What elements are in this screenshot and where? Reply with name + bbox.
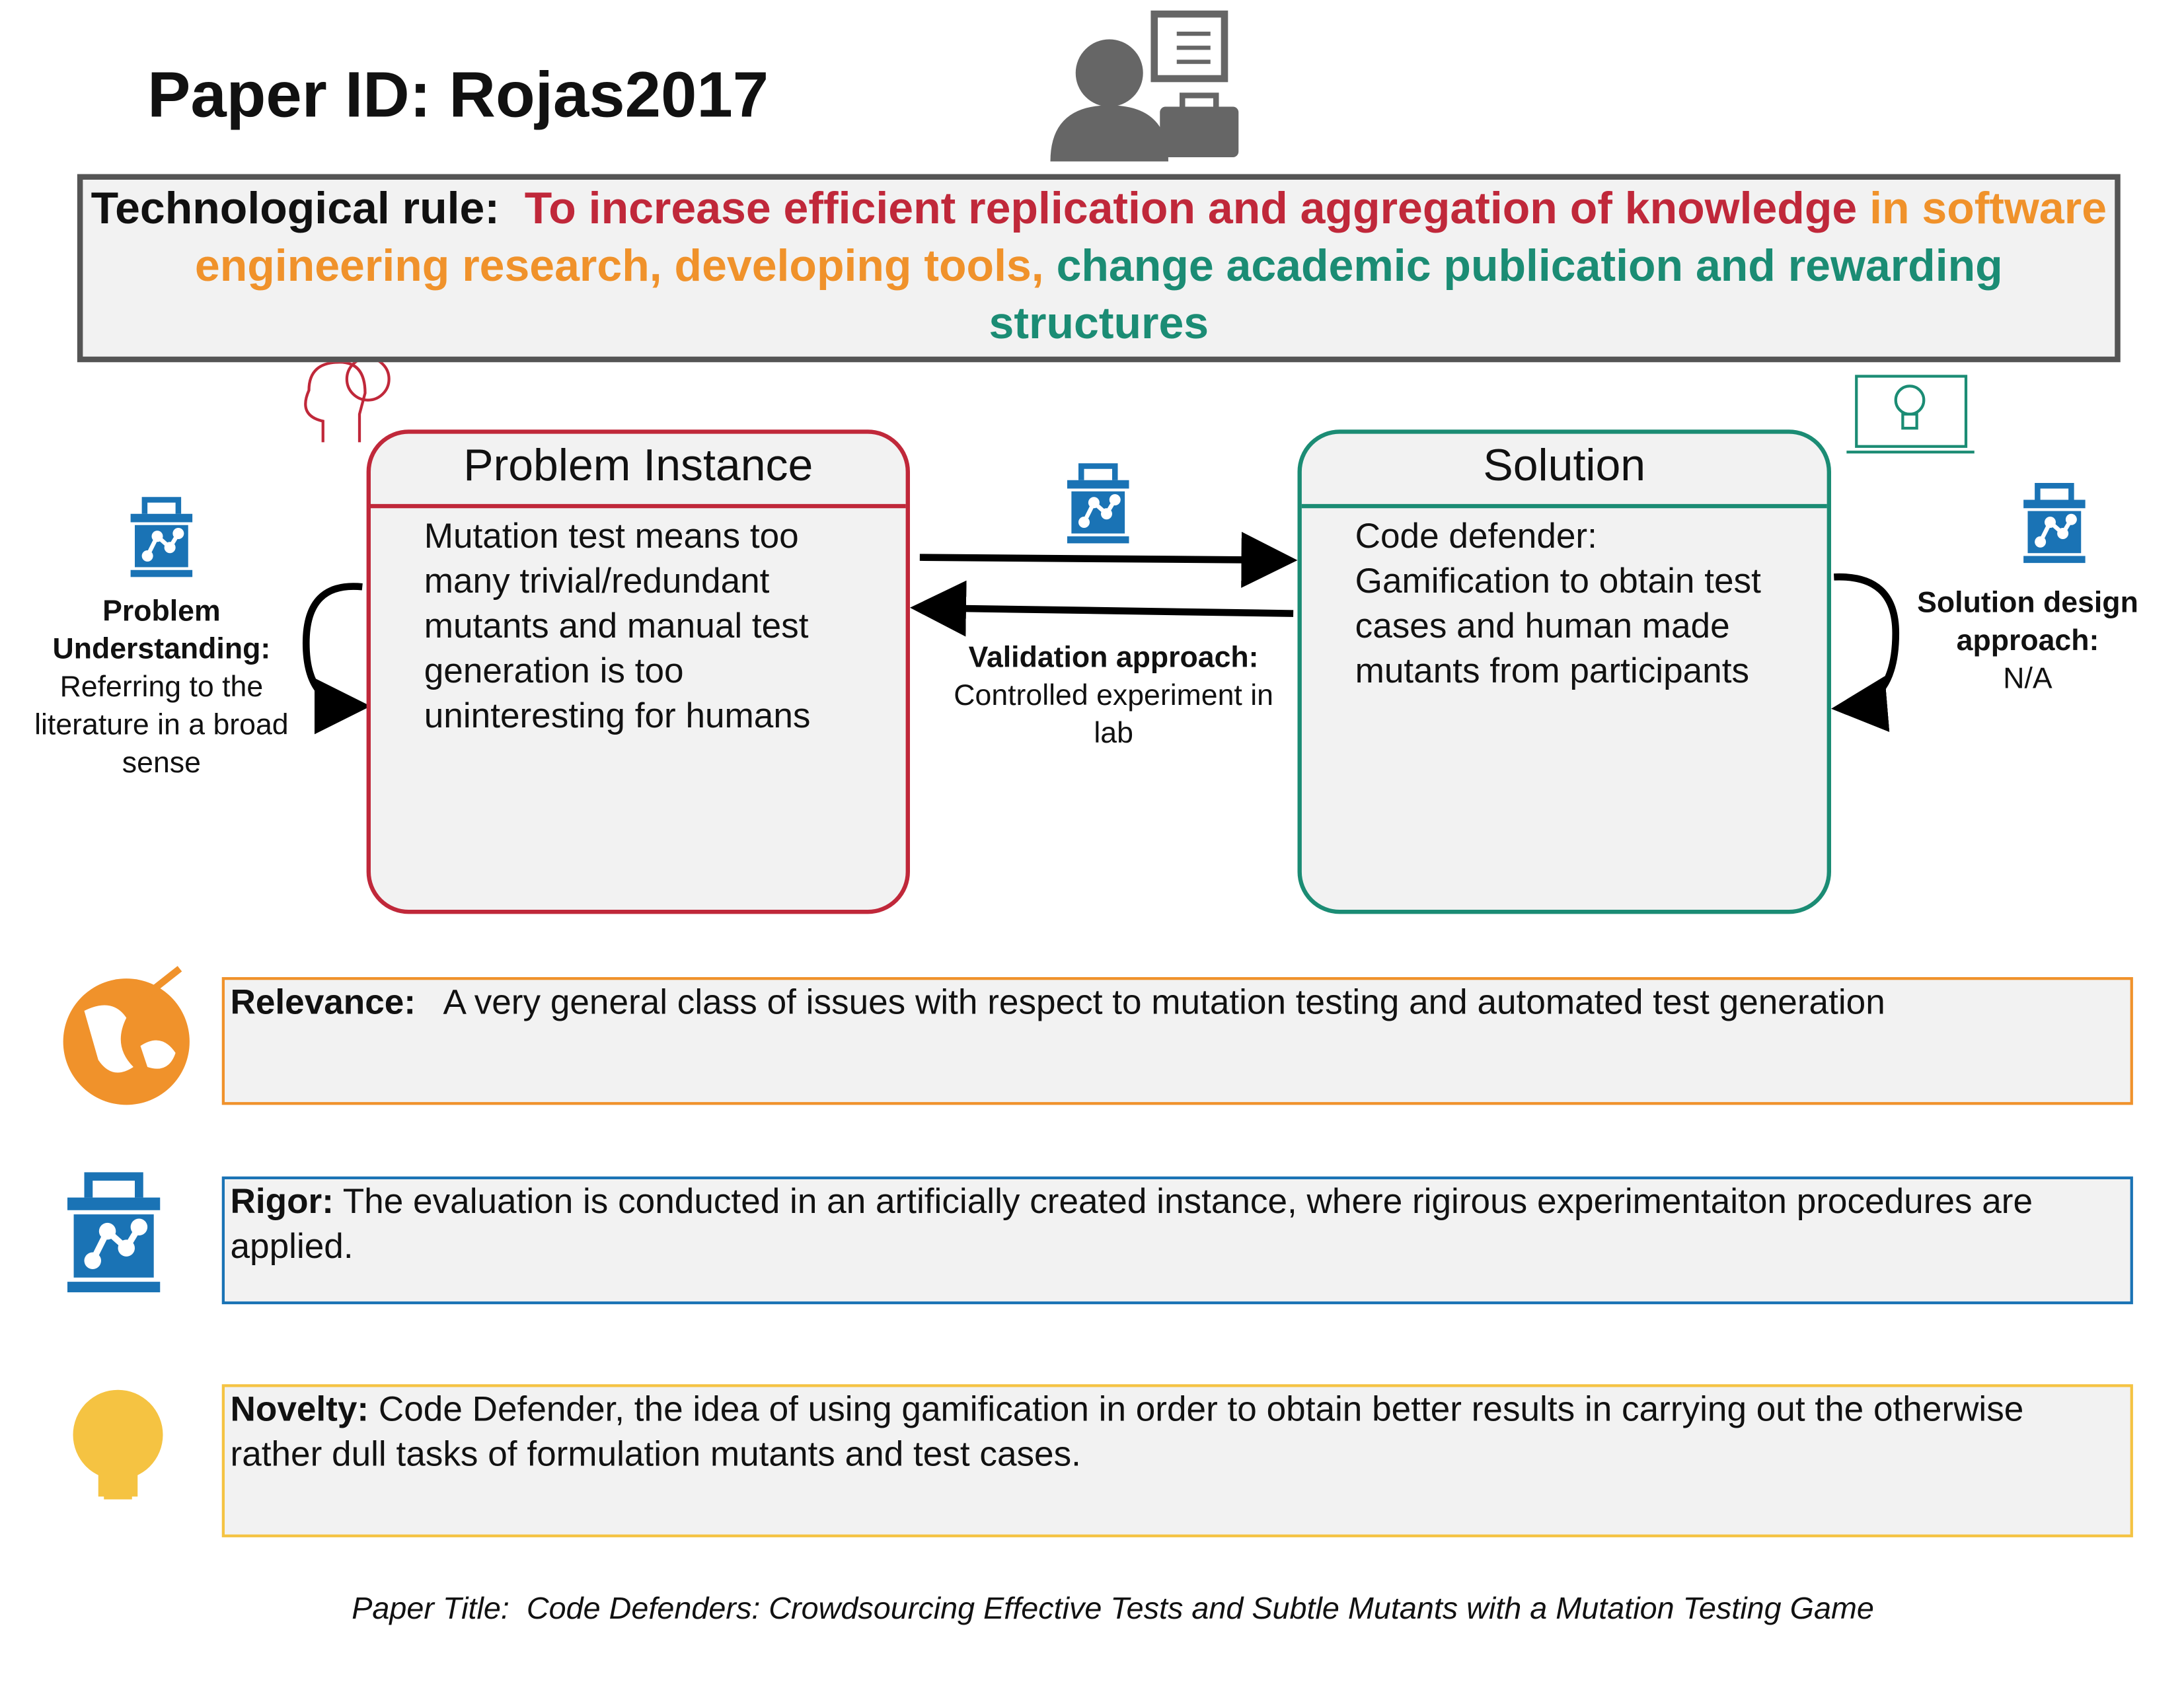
text: Controlled experiment in lab [954, 679, 1273, 750]
text: Code Defenders: Crowdsourcing Effective … [526, 1590, 1874, 1626]
text: A very general class of issues with resp… [443, 982, 1885, 1023]
label: Rigor: [230, 1182, 334, 1222]
technological-rule: Technological rule: To increase efficien… [77, 174, 2121, 363]
idea-laptop-icon [1846, 375, 1975, 454]
label: Solution design approach: [1917, 587, 2138, 657]
problem-box: Problem Instance Mutation test means too… [366, 429, 910, 914]
label: Problem Understanding: [52, 595, 271, 666]
novelty: Novelty: Code Defender, the idea of usin… [221, 1384, 2133, 1537]
box-text: Mutation test means too many trivial/red… [424, 517, 811, 736]
rigor-icon [67, 1177, 160, 1292]
rigor-icon [2023, 486, 2086, 563]
solution-box: Solution Code defender: Gamification to … [1297, 429, 1831, 914]
label: Paper Title: [352, 1590, 509, 1626]
validation: Validation approach: Controlled experime… [931, 639, 1297, 752]
rule-part: change academic publication and rewardin… [989, 240, 2003, 348]
text: The evaluation is conducted in an artifi… [230, 1182, 2033, 1266]
rule-label: Technological rule: [91, 182, 500, 233]
rigor-icon [1067, 466, 1129, 544]
label: Relevance: [230, 982, 416, 1023]
novelty-icon [73, 1389, 163, 1500]
problem-understanding: Problem Understanding: Referring to the … [17, 593, 307, 782]
loop-arrow [1831, 573, 1900, 733]
text: N/A [2003, 663, 2052, 695]
paper-title: Paper Title: Code Defenders: Crowdsourci… [0, 1591, 2184, 1627]
box-title: Problem Instance [371, 434, 906, 509]
relevance-icon [63, 966, 190, 1105]
relevance: Relevance: A very general class of issue… [221, 977, 2133, 1105]
solution-design: Solution design approach: N/A [1896, 584, 2160, 698]
rigor-icon [131, 500, 193, 577]
loop-arrow [302, 583, 371, 735]
box-title: Solution [1301, 434, 1827, 509]
label: Validation approach: [968, 642, 1259, 674]
arrow [919, 531, 1298, 588]
rigor: Rigor: The evaluation is conducted in an… [221, 1176, 2133, 1305]
thinking-icon [304, 356, 391, 443]
label: Novelty: [230, 1389, 369, 1430]
rule-part: To increase efficient replication and ag… [524, 182, 1858, 233]
text: Code Defender, the idea of using gamific… [230, 1389, 2024, 1475]
box-text: Code defender: Gamification to obtain te… [1355, 517, 1761, 691]
person-icon [1050, 10, 1239, 162]
arrow [910, 580, 1294, 637]
rule-part: in software engineering research, develo… [194, 182, 2107, 291]
title: Paper ID: Rojas2017 [147, 57, 769, 131]
text: Referring to the literature in a broad s… [34, 671, 289, 780]
